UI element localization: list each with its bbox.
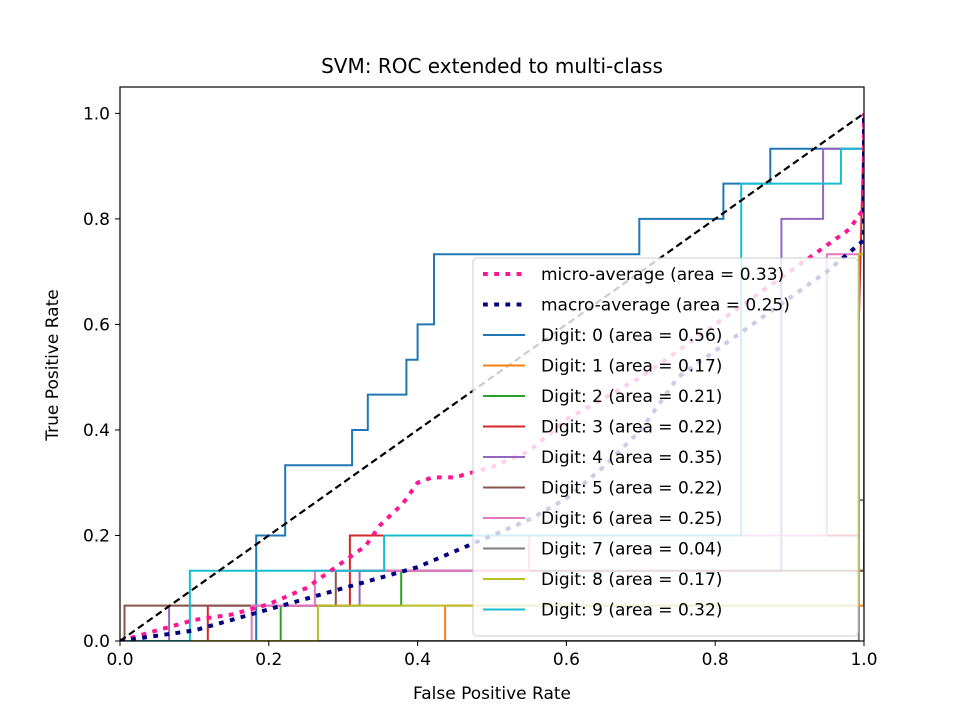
x-axis-label: False Positive Rate <box>413 684 571 704</box>
y-tick-label: 0.6 <box>83 315 110 335</box>
legend-box <box>472 257 859 637</box>
series-line-10 <box>120 113 864 641</box>
legend-label: Digit: 1 (area = 0.17) <box>541 357 722 377</box>
axes-frame <box>119 86 865 642</box>
legend-label: Digit: 6 (area = 0.25) <box>541 509 722 529</box>
legend-label: Digit: 3 (area = 0.22) <box>541 418 722 438</box>
x-tick-label: 0.4 <box>404 650 431 670</box>
legend-label: Digit: 5 (area = 0.22) <box>541 479 722 499</box>
chart-title: SVM: ROC extended to multi-class <box>321 54 663 78</box>
legend-label: Digit: 2 (area = 0.21) <box>541 387 722 407</box>
y-tick-label: 1.0 <box>83 104 110 124</box>
legend: micro-average (area = 0.33) macro-average… <box>472 257 859 637</box>
x-tick-label: 0.0 <box>106 650 133 670</box>
legend-label: Digit: 8 (area = 0.17) <box>541 570 722 590</box>
x-tick-label: 1.0 <box>850 650 877 670</box>
legend-label: micro-average (area = 0.33) <box>541 265 784 285</box>
legend-label: Digit: 4 (area = 0.35) <box>541 448 722 468</box>
legend-label: macro-average (area = 0.25) <box>541 296 790 316</box>
legend-label: Digit: 9 (area = 0.32) <box>541 601 722 621</box>
x-tick-label: 0.2 <box>255 650 282 670</box>
y-tick-label: 0.8 <box>83 210 110 230</box>
y-tick-label: 0.0 <box>83 632 110 652</box>
y-tick-label: 0.2 <box>83 526 110 546</box>
legend-label: Digit: 7 (area = 0.04) <box>541 540 722 560</box>
y-axis-label: True Positive Rate <box>43 289 63 441</box>
y-tick-label: 0.4 <box>83 421 110 441</box>
x-tick-label: 0.8 <box>702 650 729 670</box>
x-tick-label: 0.6 <box>553 650 580 670</box>
legend-label: Digit: 0 (area = 0.56) <box>541 326 722 346</box>
series-line-2 <box>120 113 864 641</box>
